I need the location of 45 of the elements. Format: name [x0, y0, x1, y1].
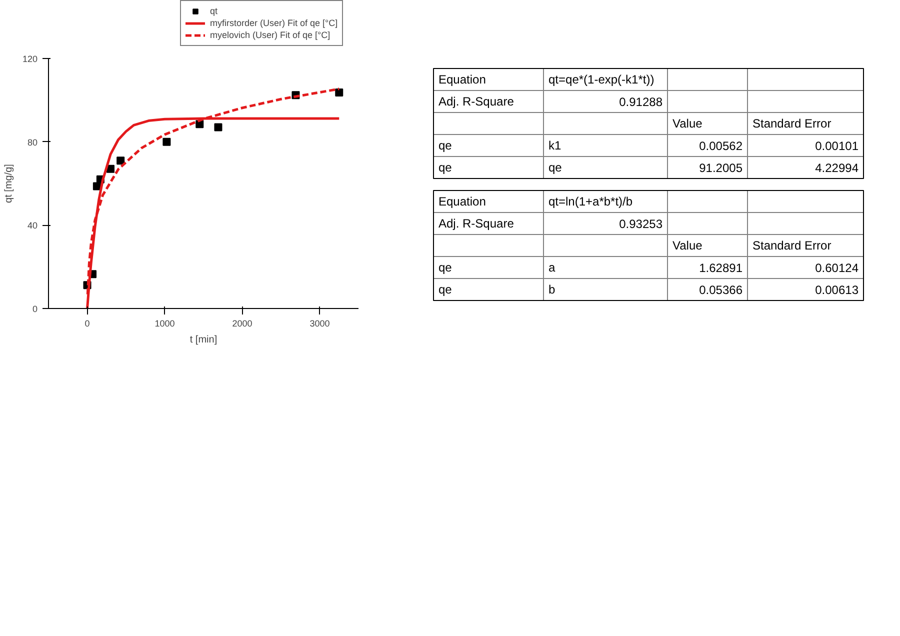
y-tick-label: 40	[27, 220, 38, 231]
text: qt=ln(1+a*b*t)/b	[548, 194, 633, 208]
y-tick-label: 0	[32, 304, 38, 314]
x-axis-title: t [min]	[190, 334, 218, 346]
text: Adj. R-Square	[438, 94, 514, 108]
text: qe	[438, 260, 452, 274]
legend-label: myelovich (User) Fit of qe [°C]	[210, 29, 330, 41]
point	[214, 123, 222, 132]
legend-label: myfirstorder (User) Fit of qe [°C]	[210, 17, 338, 29]
y-tick-label: 120	[22, 54, 38, 64]
x-tick-label: 3000	[310, 318, 330, 328]
text: Value	[672, 238, 702, 252]
text: Equation	[438, 72, 486, 86]
text: qe	[438, 282, 452, 296]
text: Standard Error	[752, 116, 832, 130]
text: k1	[548, 138, 562, 152]
text: 0.60124	[815, 261, 859, 275]
text: Value	[672, 116, 702, 130]
text: qe	[548, 160, 562, 174]
point	[335, 88, 344, 96]
text: 0.05366	[699, 283, 743, 297]
y-tick-label: 80	[27, 137, 38, 148]
text: qe	[438, 160, 452, 174]
y-axis-title: qt [mg/g]	[3, 164, 14, 203]
x-tick-label: 0	[84, 318, 90, 328]
x-tick-label: 1000	[154, 318, 175, 328]
text: a	[548, 260, 556, 274]
text: 4.22994	[815, 161, 859, 175]
text: 0.00562	[699, 139, 743, 153]
text: qe	[438, 138, 452, 152]
text: 91.2005	[699, 161, 743, 175]
text: qt=qe*(1-exp(-k1*t))	[548, 72, 654, 86]
legend-label: qt	[210, 5, 219, 17]
x-tick-label: 2000	[232, 318, 252, 328]
text: 0.91288	[619, 95, 663, 109]
text: 1.62891	[699, 261, 743, 275]
text: 0.00613	[815, 283, 859, 297]
text: Adj. R-Square	[438, 216, 514, 230]
text: Standard Error	[752, 238, 832, 252]
point	[162, 138, 171, 146]
text: 0.00101	[815, 139, 859, 153]
text: Equation	[438, 194, 486, 208]
point	[116, 156, 125, 165]
text: 0.93253	[619, 217, 663, 231]
text: b	[548, 282, 556, 296]
